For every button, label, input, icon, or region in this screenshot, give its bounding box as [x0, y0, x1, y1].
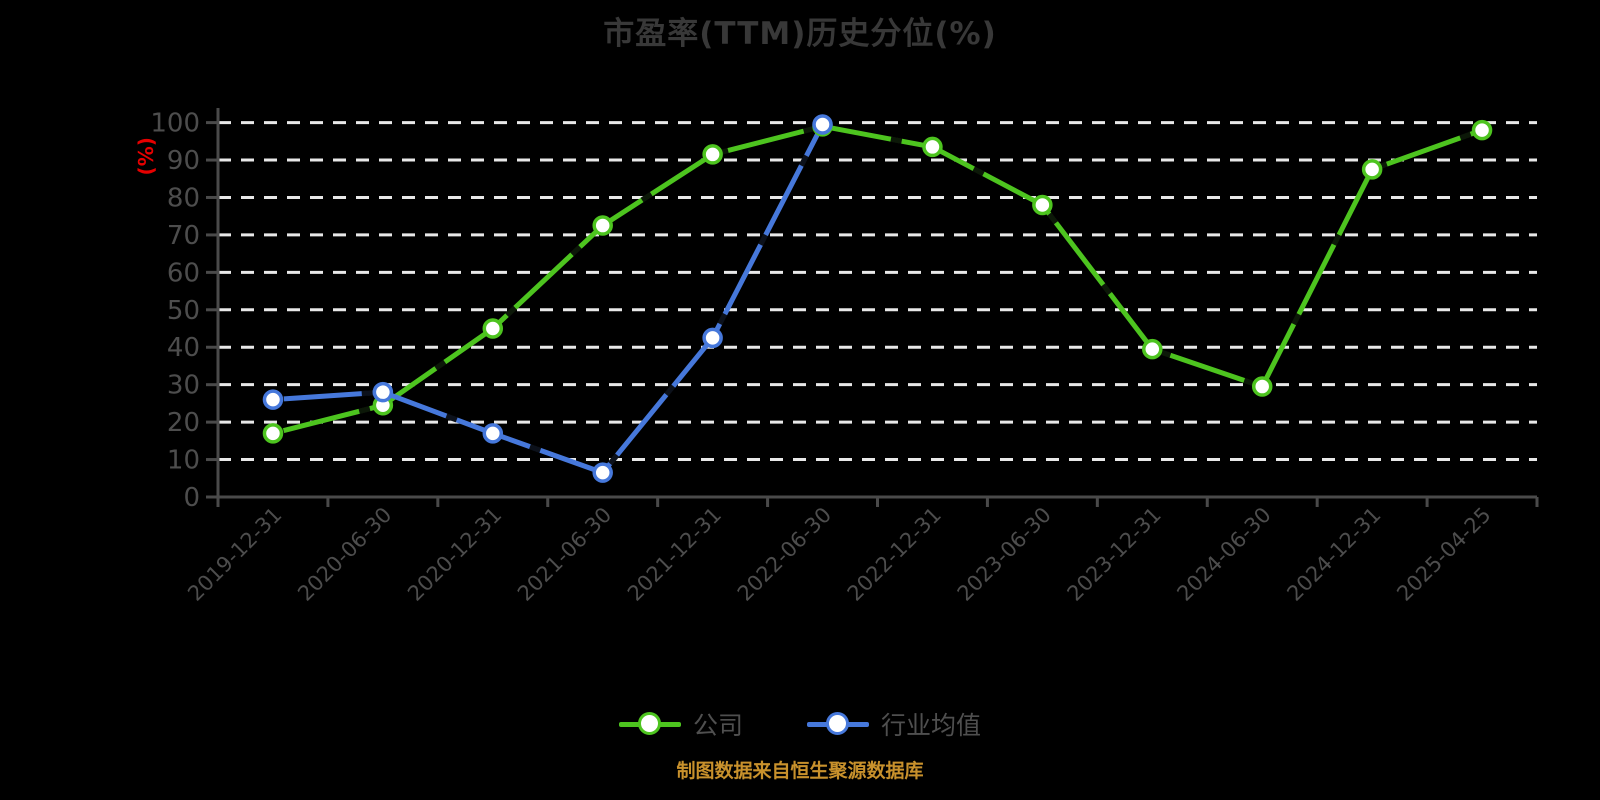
- x-tick-label: 2022-06-30: [733, 503, 836, 606]
- x-tick-label: 2019-12-31: [183, 503, 286, 606]
- x-tick-label: 2022-12-31: [843, 503, 946, 606]
- x-tick-label: 2024-06-30: [1172, 503, 1275, 606]
- y-tick-label: 70: [167, 221, 200, 251]
- y-tick-label: 90: [167, 146, 200, 176]
- company-data-point-2024-06-30: [1251, 376, 1273, 397]
- x-tick-label: 2021-12-31: [623, 503, 726, 606]
- y-tick-label: 10: [167, 446, 200, 476]
- x-tick-label: 2020-12-31: [403, 503, 506, 606]
- company-line-dash-overlay: [272, 123, 1483, 437]
- company-data-point-2022-12-31: [922, 136, 943, 158]
- legend-label-industry-average: 行业均值: [881, 711, 982, 740]
- company-data-point-2021-12-31: [702, 144, 723, 165]
- company-data-point-2021-06-30: [592, 215, 613, 236]
- y-axis-unit-label: (%): [134, 137, 158, 175]
- industry-line-dash-overlay: [272, 123, 825, 476]
- y-tick-label: 20: [167, 408, 200, 438]
- company-data-point-2019-12-31: [262, 423, 284, 444]
- legend-item-company[interactable]: 公司: [618, 706, 743, 742]
- y-tick-label: 60: [167, 258, 200, 288]
- industry-line: [272, 123, 825, 476]
- y-tick-label: 0: [183, 483, 200, 513]
- company-data-point-2023-06-30: [1032, 194, 1053, 216]
- industry-series-swatch: [807, 711, 869, 737]
- y-tick-label: 40: [167, 333, 200, 363]
- industry-data-point-2022-06-30: [812, 114, 833, 135]
- company-data-point-2025-04-25: [1471, 119, 1493, 141]
- industry-data-point-2021-12-31: [702, 327, 723, 349]
- industry-data-point-2021-06-30: [592, 462, 613, 483]
- industry-data-point-2019-12-31: [262, 389, 284, 410]
- industry-data-point-2020-06-30: [372, 381, 394, 403]
- y-tick-label: 100: [150, 109, 200, 139]
- x-tick-label: 2021-06-30: [513, 503, 616, 606]
- company-data-point-2020-12-31: [482, 318, 504, 339]
- company-series-swatch: [618, 711, 681, 737]
- legend-label-company: 公司: [692, 711, 743, 740]
- company-marker-icon: [637, 712, 661, 735]
- company-data-point-2023-12-31: [1142, 338, 1163, 360]
- x-tick-label: 2020-06-30: [293, 503, 396, 606]
- data-source-caption: 制图数据来自恒生聚源数据库: [676, 760, 924, 782]
- industry-marker-icon: [826, 712, 849, 735]
- y-tick-label: 30: [167, 371, 200, 401]
- x-tick-label: 2024-12-31: [1282, 503, 1385, 606]
- x-tick-label: 2023-06-30: [953, 503, 1056, 606]
- company-data-point-2024-12-31: [1361, 159, 1383, 180]
- y-tick-label: 50: [167, 296, 200, 326]
- y-tick-label: 80: [167, 183, 200, 213]
- chart-legend: 公司 行业均值: [0, 706, 1600, 742]
- chart-title: 市盈率(TTM)历史分位(%): [603, 16, 997, 52]
- company-line: [272, 123, 1483, 436]
- industry-data-point-2020-12-31: [482, 423, 504, 444]
- legend-item-industry-average[interactable]: 行业均值: [807, 706, 981, 742]
- x-tick-label: 2025-04-25: [1392, 503, 1495, 606]
- x-tick-label: 2023-12-31: [1063, 503, 1166, 606]
